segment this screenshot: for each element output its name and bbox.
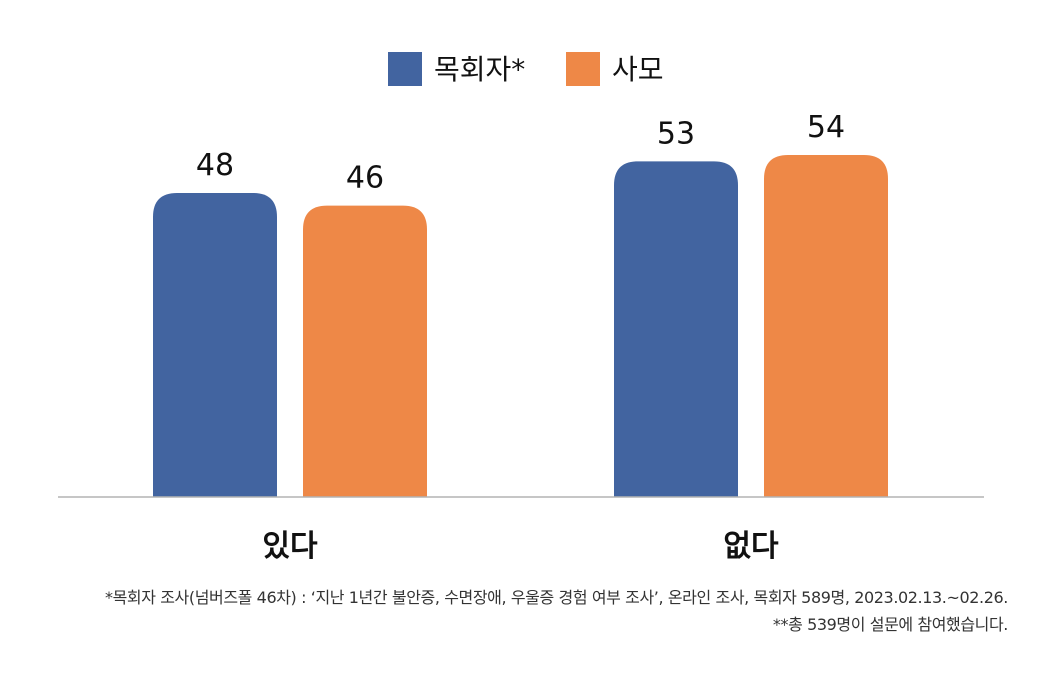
legend-swatch-0 bbox=[388, 52, 422, 86]
legend: 목회자* 사모 bbox=[388, 52, 664, 86]
bar-1-0 bbox=[614, 161, 738, 498]
bar-chart: 목회자* 사모 48 46 53 54 있다 없다 bbox=[58, 52, 984, 564]
value-label-1-0: 53 bbox=[657, 116, 695, 151]
bars bbox=[153, 155, 888, 498]
value-label-0-0: 48 bbox=[196, 148, 234, 183]
value-labels: 48 46 53 54 bbox=[196, 110, 845, 196]
legend-label-0: 목회자* bbox=[434, 53, 525, 86]
footnote-respondents: **총 539명이 설문에 참여했습니다. bbox=[772, 615, 1009, 634]
bar-0-0 bbox=[153, 193, 277, 497]
footnote-survey: *목회자 조사(넘버즈폴 46차) : ‘지난 1년간 불안증, 수면장애, 우… bbox=[104, 588, 1008, 607]
value-label-1-1: 54 bbox=[807, 110, 845, 145]
category-label-1: 없다 bbox=[723, 529, 779, 564]
value-label-0-1: 46 bbox=[346, 161, 384, 196]
category-labels: 있다 없다 bbox=[262, 529, 779, 564]
category-label-0: 있다 bbox=[262, 529, 318, 564]
bar-1-1 bbox=[764, 155, 888, 497]
legend-swatch-1 bbox=[566, 52, 600, 86]
legend-label-1: 사모 bbox=[612, 53, 664, 86]
bar-0-1 bbox=[303, 205, 427, 497]
